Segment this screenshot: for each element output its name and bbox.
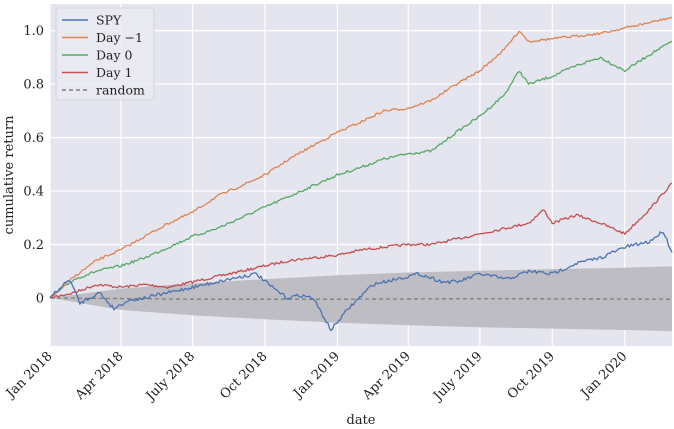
x-tick-label: Oct 2018 bbox=[217, 349, 270, 402]
y-axis-ticks: 0 0.2 0.4 0.6 0.8 1.0 bbox=[23, 24, 44, 306]
series-lines bbox=[49, 16, 673, 332]
y-tick-label: 0.2 bbox=[23, 238, 44, 253]
x-tick-label: Jan 2019 bbox=[290, 349, 343, 402]
y-tick-label: 1.0 bbox=[23, 24, 44, 39]
y-tick-label: 0.6 bbox=[23, 131, 44, 146]
x-tick-label: July 2019 bbox=[429, 349, 485, 405]
series-line-day-1 bbox=[49, 16, 673, 299]
x-tick-label: Jan 2020 bbox=[577, 349, 630, 402]
legend-label-day-1: Day 1 bbox=[96, 65, 132, 80]
legend-label-random: random bbox=[96, 83, 145, 98]
legend-label-day-1: Day −1 bbox=[96, 30, 143, 45]
legend-box bbox=[55, 7, 155, 101]
legend: SPY Day −1 Day 0 Day 1 random bbox=[55, 7, 155, 101]
y-tick-label: 0.8 bbox=[23, 78, 44, 93]
legend-label-day-0: Day 0 bbox=[96, 48, 133, 63]
y-tick-label: 0.4 bbox=[23, 185, 44, 200]
x-tick-label: Oct 2019 bbox=[505, 349, 558, 402]
y-tick-label: 0 bbox=[36, 291, 44, 306]
legend-label-spy: SPY bbox=[96, 13, 122, 28]
series-line-day-1 bbox=[49, 182, 673, 299]
x-tick-label: Apr 2018 bbox=[72, 349, 127, 404]
x-axis-ticks: Jan 2018 Apr 2018 July 2018 Oct 2018 Jan 201… bbox=[2, 349, 630, 405]
x-tick-label: July 2018 bbox=[142, 349, 198, 405]
series-line-day-0 bbox=[49, 40, 673, 299]
series-line-random bbox=[49, 297, 673, 300]
x-tick-label: Jan 2018 bbox=[2, 349, 55, 402]
y-axis-label: cumulative return bbox=[2, 115, 17, 235]
series-line-spy bbox=[49, 231, 673, 332]
x-axis-label: date bbox=[347, 413, 376, 428]
x-tick-label: Apr 2019 bbox=[359, 349, 414, 404]
